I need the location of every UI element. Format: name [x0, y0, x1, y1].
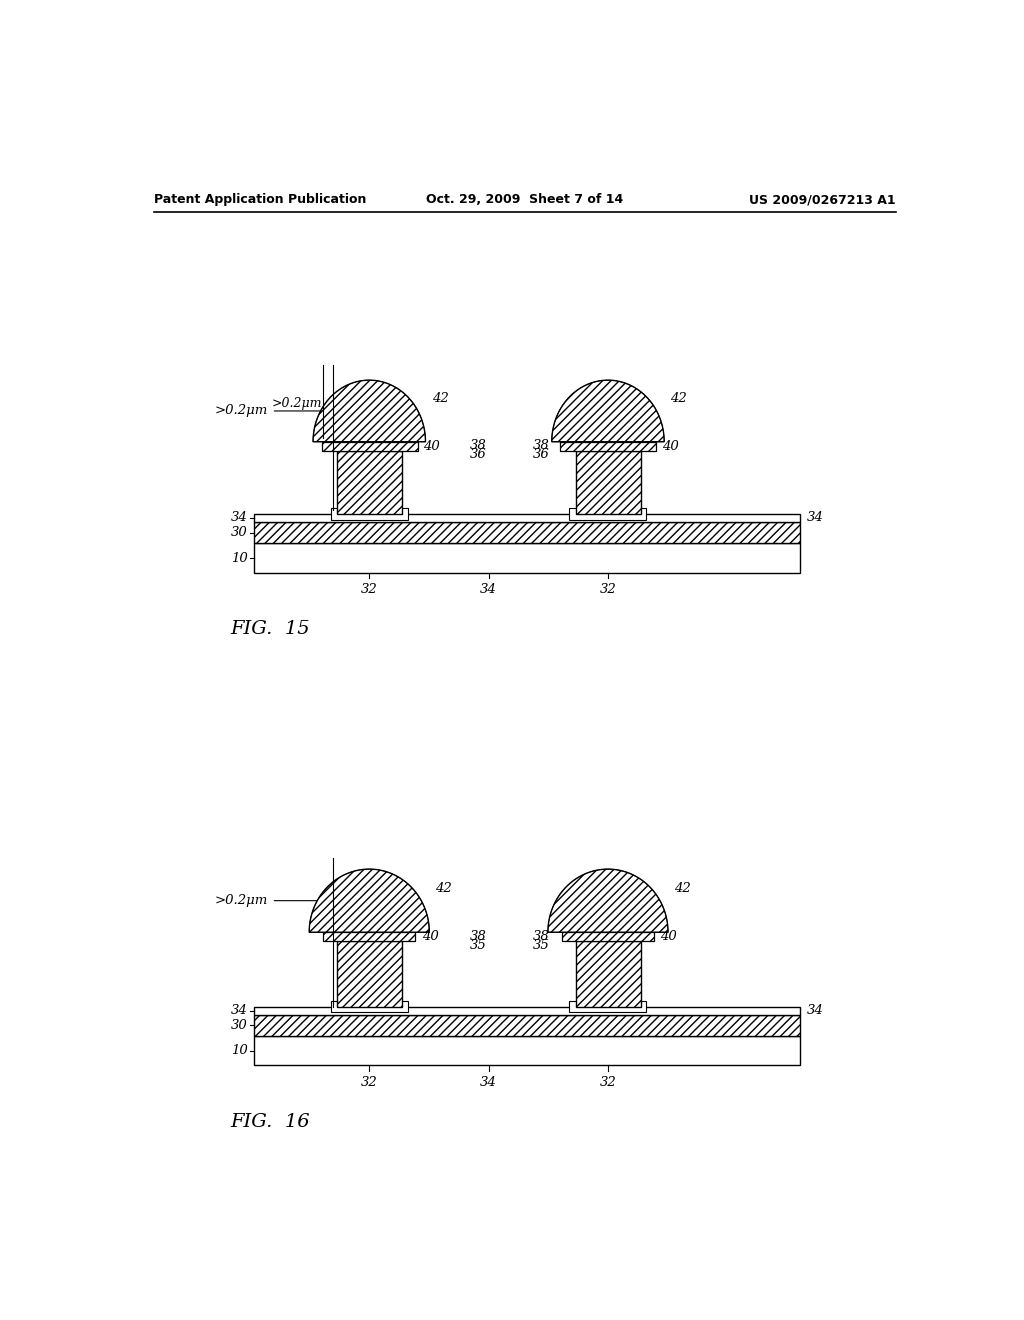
Bar — [331, 1001, 408, 1012]
Text: 40: 40 — [660, 931, 677, 944]
Text: 38: 38 — [469, 929, 486, 942]
Text: 10: 10 — [230, 552, 248, 565]
Text: 36: 36 — [469, 449, 486, 462]
Bar — [254, 521, 801, 544]
Text: >0.2μm: >0.2μm — [214, 894, 267, 907]
Text: >0.2μm: >0.2μm — [214, 404, 267, 417]
Text: 10: 10 — [230, 1044, 248, 1057]
Text: 30: 30 — [230, 527, 248, 539]
Bar — [254, 1036, 801, 1065]
Bar — [575, 941, 641, 1007]
Bar — [323, 932, 416, 941]
Text: 40: 40 — [423, 440, 440, 453]
Bar — [562, 932, 654, 941]
Bar — [337, 941, 402, 1007]
Bar — [575, 941, 641, 1007]
Text: 38: 38 — [469, 440, 486, 453]
Bar — [560, 442, 656, 451]
Text: 32: 32 — [360, 1076, 378, 1089]
Bar — [254, 544, 801, 573]
Text: >0.2μm: >0.2μm — [271, 397, 323, 409]
Bar — [254, 521, 801, 544]
Text: 32: 32 — [600, 583, 616, 597]
Text: 42: 42 — [671, 392, 687, 405]
Text: 35: 35 — [534, 939, 550, 952]
Text: 32: 32 — [600, 1076, 616, 1089]
Bar — [337, 451, 402, 513]
Text: 34: 34 — [480, 583, 497, 597]
Text: FIG.  15: FIG. 15 — [230, 620, 310, 639]
Text: 40: 40 — [422, 931, 438, 944]
Text: Oct. 29, 2009  Sheet 7 of 14: Oct. 29, 2009 Sheet 7 of 14 — [426, 193, 624, 206]
Bar — [575, 451, 641, 513]
Text: 34: 34 — [807, 511, 823, 524]
Text: 42: 42 — [432, 392, 449, 405]
Text: 34: 34 — [230, 511, 248, 524]
Text: 32: 32 — [360, 583, 378, 597]
Bar — [254, 515, 801, 521]
Bar — [575, 451, 641, 513]
Text: 38: 38 — [534, 440, 550, 453]
Text: 34: 34 — [480, 1076, 497, 1089]
Text: 42: 42 — [674, 882, 691, 895]
Bar — [254, 1015, 801, 1036]
Text: US 2009/0267213 A1: US 2009/0267213 A1 — [750, 193, 896, 206]
Bar — [337, 451, 402, 513]
Text: 40: 40 — [662, 440, 679, 453]
Text: 42: 42 — [435, 882, 453, 895]
Text: FIG.  16: FIG. 16 — [230, 1113, 310, 1131]
Bar — [569, 1001, 646, 1012]
Bar — [323, 932, 416, 941]
Bar — [322, 442, 418, 451]
Polygon shape — [309, 869, 429, 932]
Text: 36: 36 — [534, 449, 550, 462]
Bar — [560, 442, 656, 451]
Bar — [562, 932, 654, 941]
Text: 35: 35 — [469, 939, 486, 952]
Bar — [254, 1007, 801, 1015]
Bar — [322, 442, 418, 451]
Text: 34: 34 — [230, 1005, 248, 1018]
Bar — [569, 508, 646, 520]
Polygon shape — [313, 380, 425, 442]
Text: 34: 34 — [807, 1005, 823, 1018]
Text: 38: 38 — [534, 929, 550, 942]
Bar — [331, 508, 408, 520]
Polygon shape — [548, 869, 668, 932]
Polygon shape — [552, 380, 665, 442]
Bar — [254, 1015, 801, 1036]
Text: Patent Application Publication: Patent Application Publication — [154, 193, 366, 206]
Text: 30: 30 — [230, 1019, 248, 1032]
Bar — [337, 941, 402, 1007]
